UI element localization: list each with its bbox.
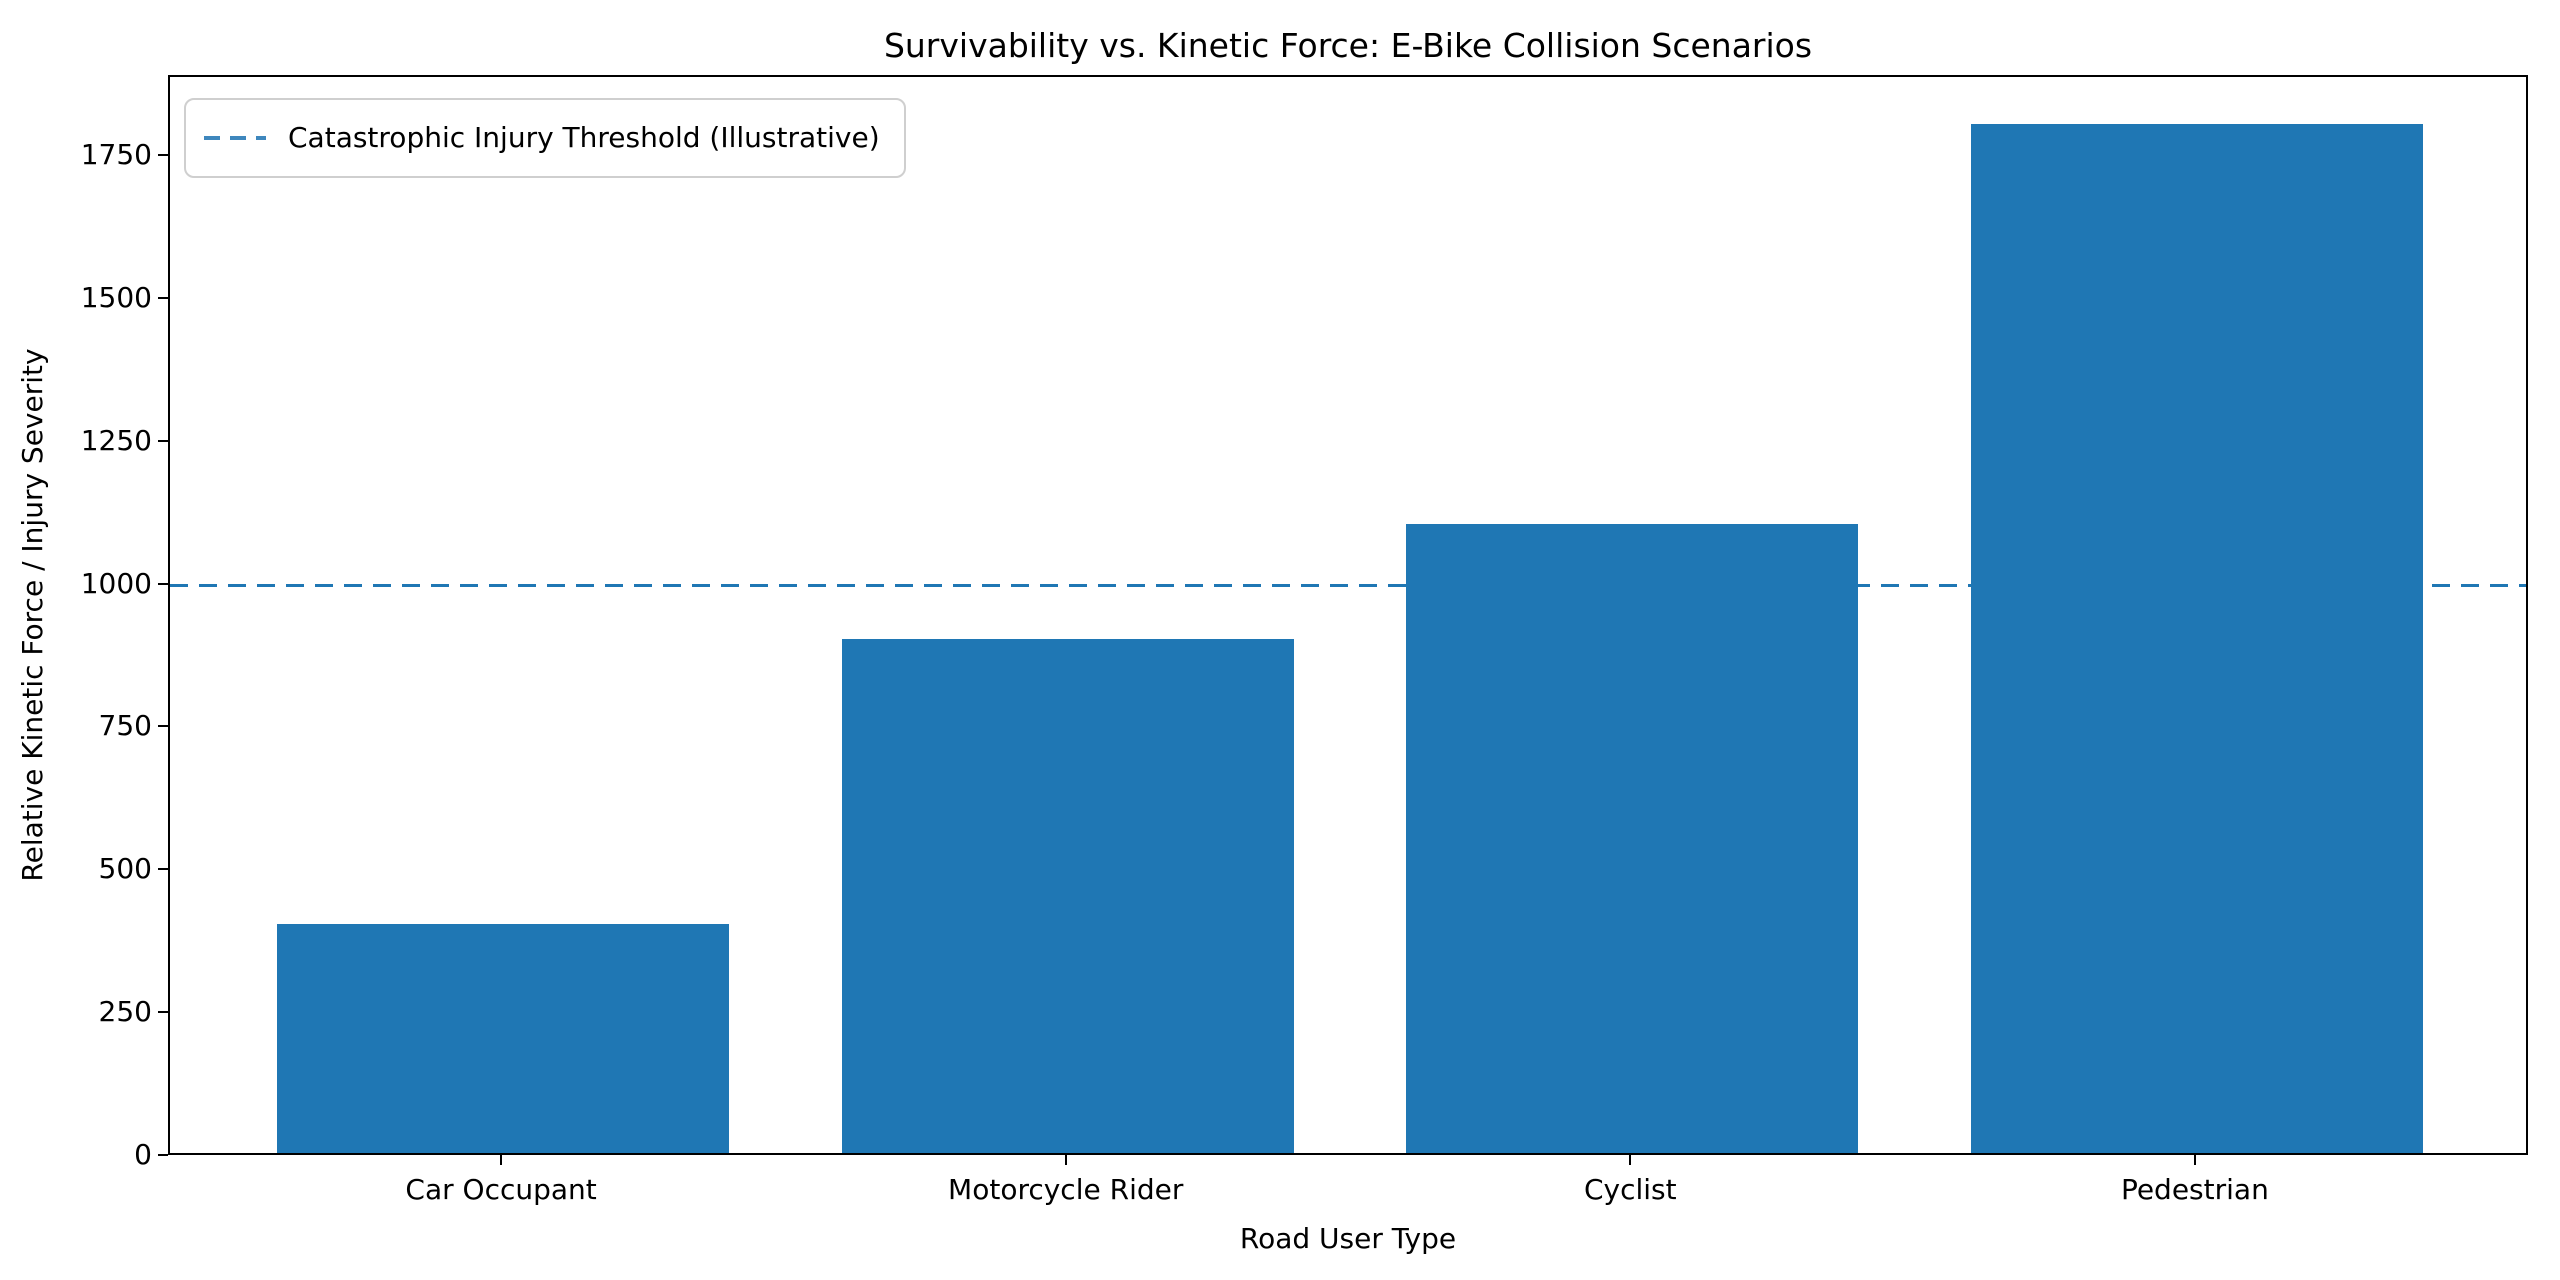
legend: Catastrophic Injury Threshold (Illustrat… xyxy=(184,98,906,178)
x-tick-label: Car Occupant xyxy=(405,1173,597,1206)
y-tick-mark xyxy=(158,296,168,299)
bar-cyclist xyxy=(1406,524,1859,1153)
y-tick-label: 1500 xyxy=(80,280,152,314)
x-tick-mark xyxy=(1629,1155,1632,1165)
legend-dashed-line-icon xyxy=(204,136,266,140)
y-axis-label: Relative Kinetic Force / Injury Severity xyxy=(16,348,49,882)
bar-car-occupant xyxy=(277,924,729,1153)
bar-motorcycle-rider xyxy=(841,638,1294,1153)
x-tick-label: Cyclist xyxy=(1583,1173,1677,1206)
chart-title: Survivability vs. Kinetic Force: E-Bike … xyxy=(883,26,1813,65)
y-tick-mark xyxy=(158,154,168,156)
x-tick-mark xyxy=(500,1155,503,1165)
y-tick-mark xyxy=(158,725,168,728)
x-tick-label: Motorcycle Rider xyxy=(948,1173,1184,1206)
threshold-dashed-line xyxy=(170,583,2526,587)
x-tick-mark xyxy=(1064,1155,1067,1165)
bar-pedestrian xyxy=(1971,124,2423,1153)
y-tick-label: 1750 xyxy=(80,138,152,171)
y-tick-mark xyxy=(158,439,168,442)
y-tick-label: 0 xyxy=(134,1138,152,1171)
y-tick-label: 1000 xyxy=(80,566,152,600)
legend-label: Catastrophic Injury Threshold (Illustrat… xyxy=(288,121,880,154)
y-tick-mark xyxy=(158,868,168,871)
plot-area xyxy=(168,75,2528,1155)
x-tick-label: Pedestrian xyxy=(2120,1173,2269,1206)
y-tick-label: 1250 xyxy=(80,423,152,457)
x-tick-mark xyxy=(2193,1155,2196,1165)
y-tick-label: 750 xyxy=(98,709,152,743)
y-tick-mark xyxy=(158,1154,168,1156)
y-tick-mark xyxy=(158,1011,168,1014)
y-tick-label: 500 xyxy=(98,852,152,886)
y-tick-label: 250 xyxy=(98,995,152,1029)
y-tick-mark xyxy=(158,582,168,585)
x-axis-label: Road User Type xyxy=(1239,1222,1457,1255)
